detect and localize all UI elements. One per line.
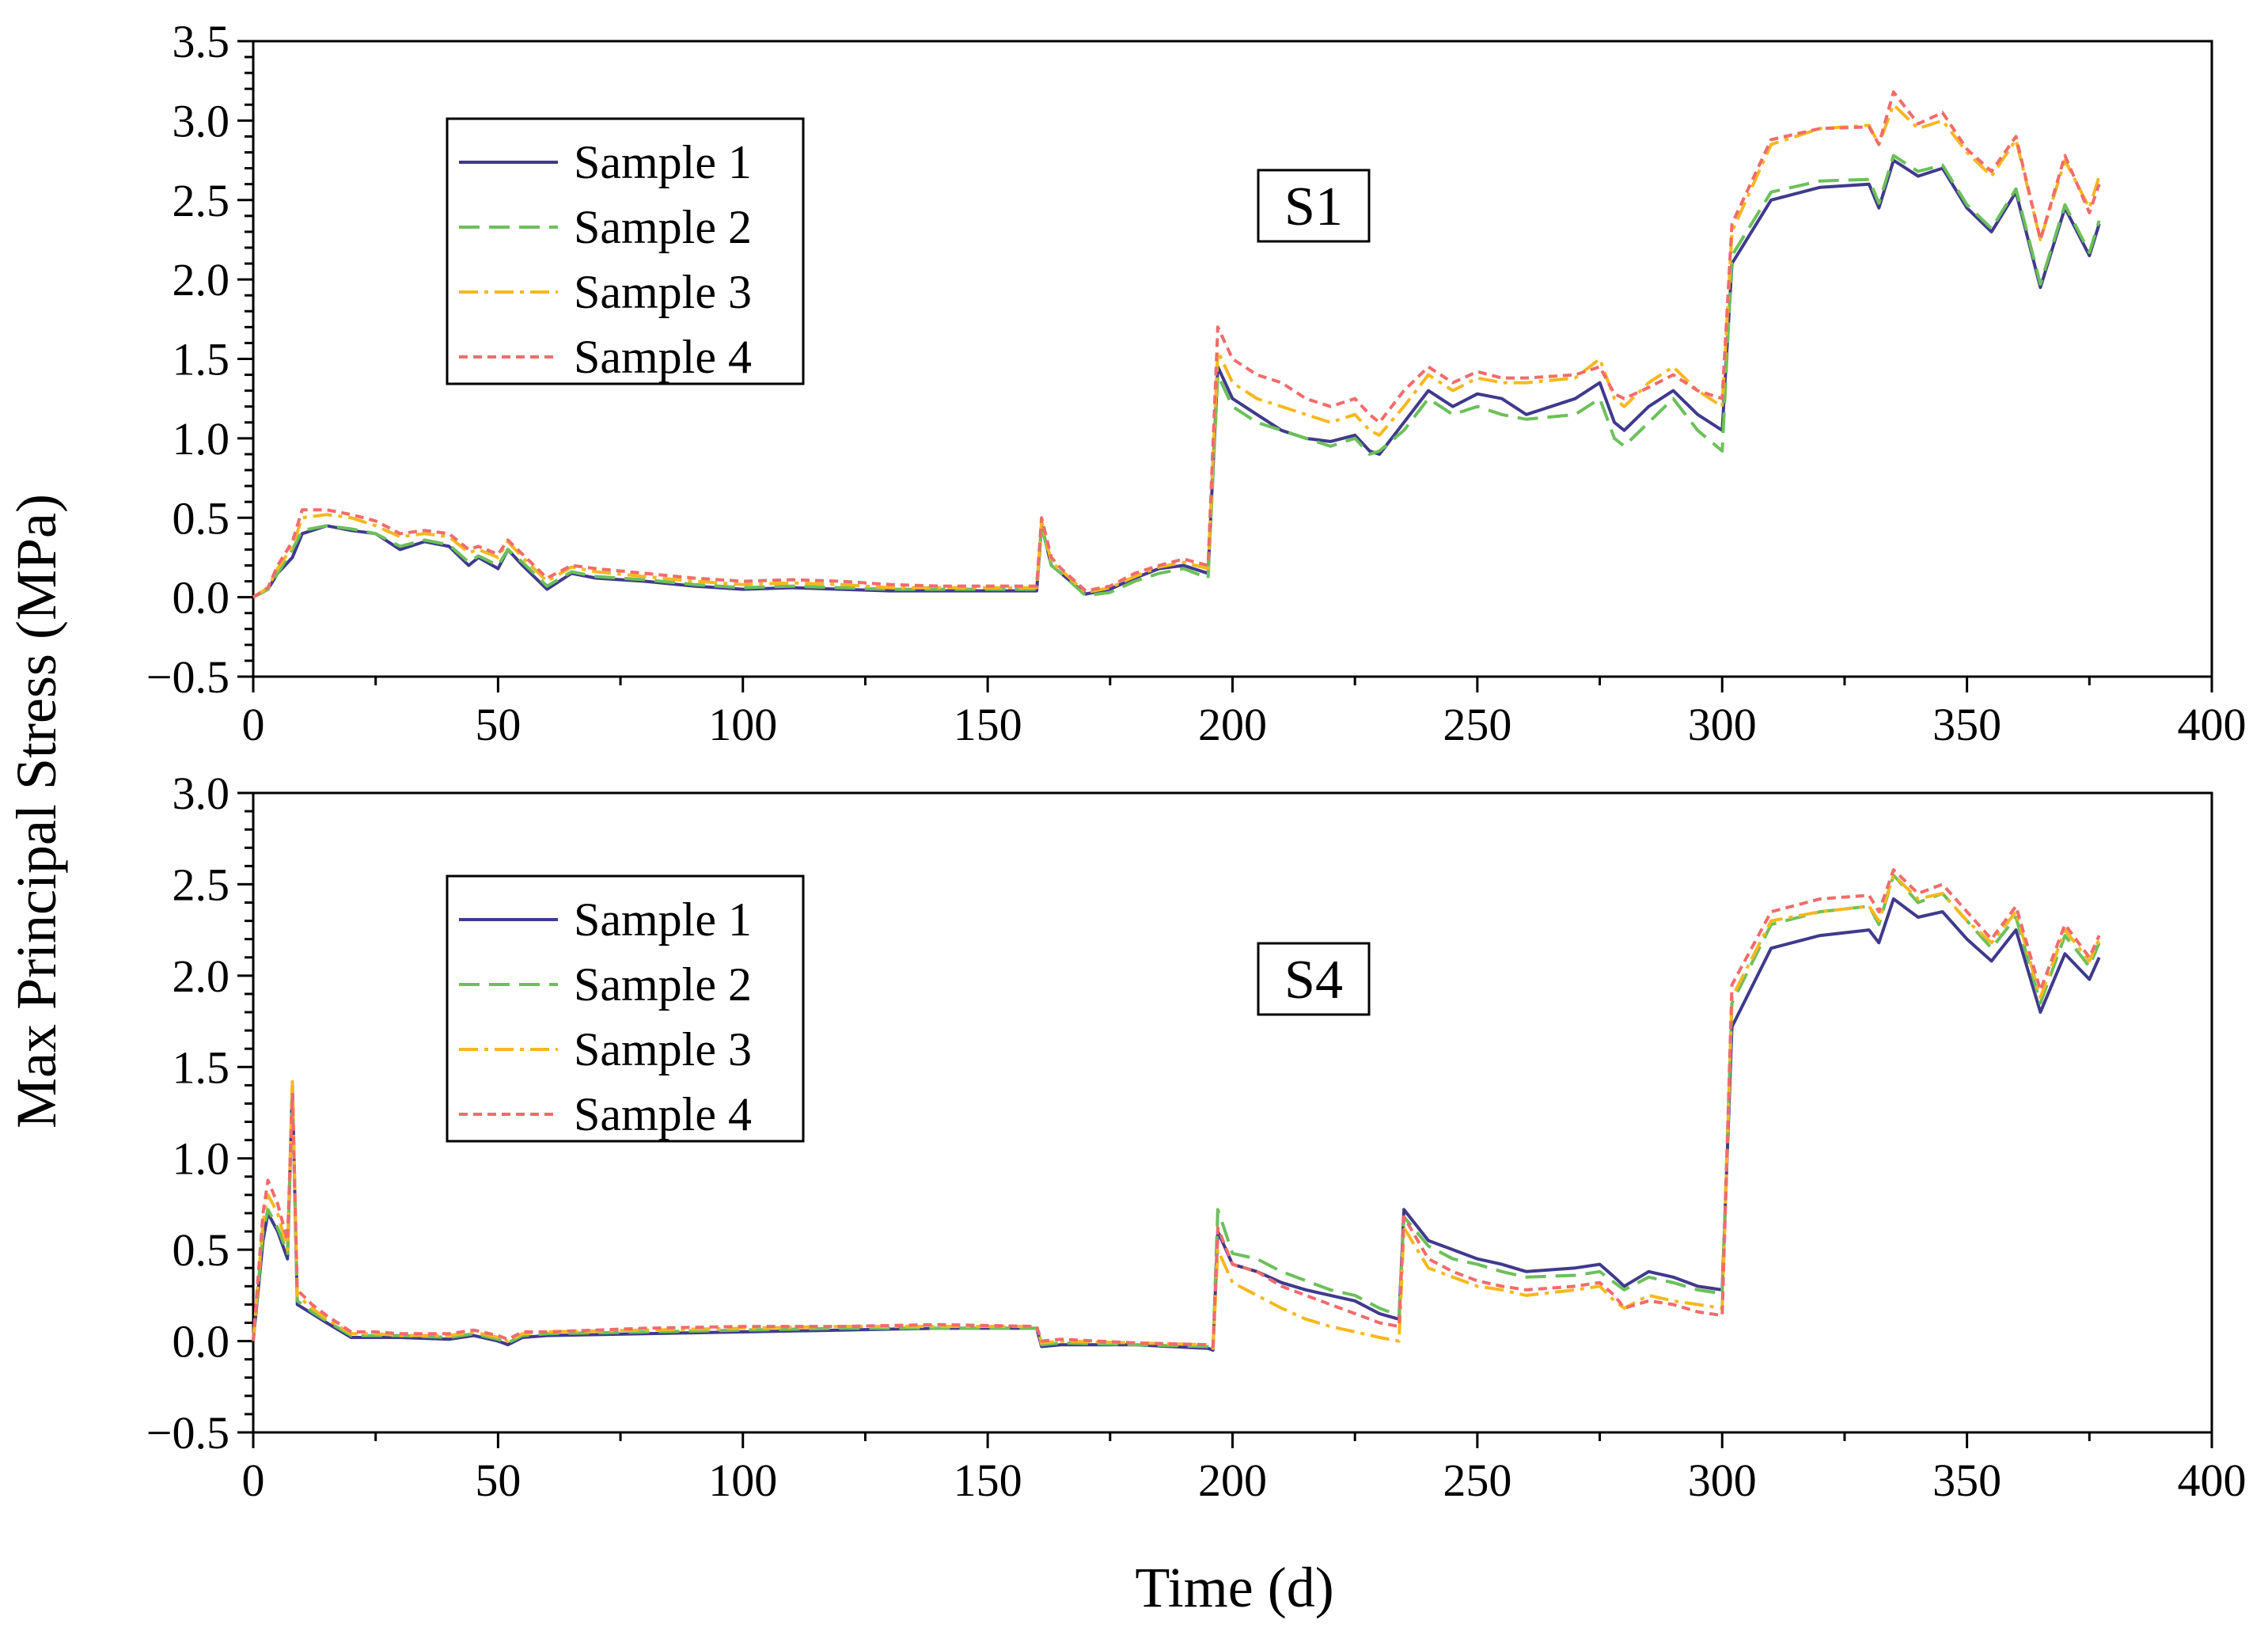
panel-tag-label: S4 <box>1284 950 1343 1011</box>
x-tick-label: 250 <box>1443 699 1511 750</box>
legend-label: Sample 4 <box>574 331 752 383</box>
legend-label: Sample 1 <box>574 893 752 946</box>
series-line-sample-2 <box>252 873 2101 1352</box>
y-tick-label: 0.5 <box>173 492 230 544</box>
y-tick-label: 2.5 <box>173 175 230 226</box>
y-tick-label: 0.5 <box>173 1224 230 1276</box>
y-tick-label: 1.0 <box>173 413 230 465</box>
y-tick-label: −0.5 <box>146 1407 229 1459</box>
x-tick-label: 300 <box>1688 1455 1757 1506</box>
y-tick-label: 3.0 <box>173 95 230 146</box>
y-tick-label: 2.0 <box>173 254 230 305</box>
y-tick-label: 0.0 <box>173 1316 230 1368</box>
legend-label: Sample 2 <box>574 958 752 1011</box>
x-tick-label: 0 <box>242 1455 265 1506</box>
legend-label: Sample 1 <box>574 136 752 188</box>
x-tick-label: 100 <box>708 1455 777 1506</box>
y-tick-label: 3.5 <box>173 16 230 67</box>
x-tick-label: 50 <box>475 1455 521 1506</box>
panel-tag-label: S1 <box>1284 176 1343 237</box>
x-tick-label: 0 <box>242 699 265 750</box>
x-tick-label: 400 <box>2178 699 2247 750</box>
x-tick-label: 200 <box>1198 1455 1267 1506</box>
series-line-sample-4 <box>252 868 2101 1349</box>
y-tick-label: −0.5 <box>146 651 229 703</box>
x-tick-label: 50 <box>475 699 521 750</box>
y-tick-label: 0.0 <box>173 572 230 624</box>
series-line-sample-2 <box>252 154 2101 599</box>
y-tick-label: 1.5 <box>173 1041 230 1093</box>
panel-s1: 0 50 100 150 200 250 300 350 400 −0.5 0.0 0.5 1.0 1.5… <box>146 16 2247 750</box>
legend-label: Sample 3 <box>574 1023 752 1075</box>
legend-label: Sample 3 <box>574 266 752 318</box>
legend: Sample 1 Sample 2 Sample 3 Sample 4 <box>446 874 805 1143</box>
panel-tag-box <box>1257 169 1371 243</box>
x-tick-label: 350 <box>1932 699 2001 750</box>
legend-label: Sample 2 <box>574 201 752 253</box>
x-axis-title: Time (d) <box>1135 1556 1333 1619</box>
x-tick-label: 400 <box>2178 1455 2247 1506</box>
y-tick-label: 3.0 <box>173 768 230 819</box>
panel-tag-box <box>1257 942 1371 1016</box>
legend: Sample 1 Sample 2 Sample 3 Sample 4 <box>446 117 805 385</box>
y-tick-label: 2.5 <box>173 859 230 910</box>
series-line-sample-3 <box>252 873 2101 1350</box>
y-tick-label: 2.0 <box>173 950 230 1002</box>
x-tick-label: 100 <box>708 699 777 750</box>
panel-s4: 0 50 100 150 200 250 300 350 400 −0.5 0.0 0.5 1.0 1.5… <box>146 768 2247 1506</box>
x-tick-label: 150 <box>954 699 1022 750</box>
x-tick-label: 350 <box>1932 1455 2001 1506</box>
x-tick-label: 150 <box>954 1455 1022 1506</box>
y-tick-label: 1.0 <box>173 1133 230 1185</box>
y-axis-title: Max Principal Stress (MPa) <box>5 494 68 1129</box>
series-line-sample-1 <box>252 897 2101 1352</box>
series-line-sample-4 <box>252 90 2101 599</box>
x-tick-label: 200 <box>1198 699 1267 750</box>
legend-label: Sample 4 <box>574 1088 752 1140</box>
x-tick-label: 250 <box>1443 1455 1511 1506</box>
x-tick-label: 300 <box>1688 699 1757 750</box>
y-tick-label: 1.5 <box>173 334 230 385</box>
